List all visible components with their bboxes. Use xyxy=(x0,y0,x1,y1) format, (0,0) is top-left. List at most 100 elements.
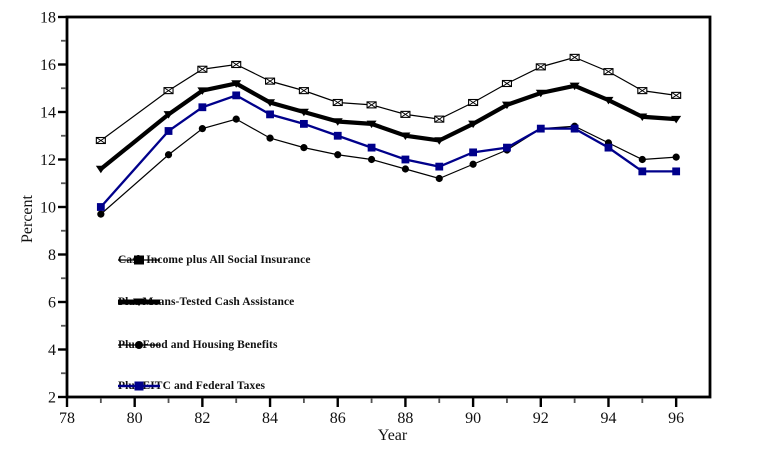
y-tick-label: 18 xyxy=(40,10,56,27)
crossed-rect-marker-x xyxy=(265,77,275,85)
thick-line-marker-icon xyxy=(118,298,160,306)
triangle-marker xyxy=(332,118,343,126)
x-tick-label: 88 xyxy=(397,410,413,427)
crossed-rect-marker-x xyxy=(163,87,174,95)
circle-marker xyxy=(469,160,477,168)
x-tick-label: 90 xyxy=(465,410,481,427)
square-marker xyxy=(672,167,681,176)
blue-square-marker-icon xyxy=(118,381,160,391)
series-line xyxy=(100,118,677,215)
y-tick-label: 2 xyxy=(48,390,56,407)
legend-label: Plus Food and Housing Benefits xyxy=(118,339,278,351)
crossed-rect-marker-x xyxy=(671,91,681,99)
square-marker xyxy=(198,103,207,112)
crossed-rect-marker-x xyxy=(637,87,648,95)
circle-marker xyxy=(638,155,646,164)
crossed-rect-marker-x xyxy=(434,115,445,123)
crossed-rect-marker-x xyxy=(299,87,309,95)
y-tick-label: 10 xyxy=(40,200,56,217)
legend-label: Plus EITC and Federal Taxes xyxy=(118,380,266,392)
legend-item-means-tested: Plus Means-Tested Cash Assistance xyxy=(118,294,294,310)
crossed-rect-marker-x xyxy=(400,110,411,118)
square-marker xyxy=(469,148,478,157)
y-tick-label: 8 xyxy=(48,247,56,264)
y-tick-label: 14 xyxy=(40,105,56,122)
crossed-rect-marker-x xyxy=(536,63,546,71)
triangle-marker xyxy=(535,89,546,98)
triangle-marker xyxy=(298,108,309,117)
x-tick-label: 80 xyxy=(127,410,143,427)
y-tick-label: 6 xyxy=(48,295,56,312)
legend-item-eitc-taxes: Plus EITC and Federal Taxes xyxy=(118,378,265,394)
x-tick-label: 84 xyxy=(262,410,278,427)
triangle-marker xyxy=(265,99,276,107)
legend-label: Cash Income plus All Social Insurance xyxy=(118,254,311,266)
square-marker xyxy=(164,127,173,135)
square-marker xyxy=(638,167,647,176)
triangle-marker xyxy=(603,96,614,105)
square-marker xyxy=(536,124,545,133)
series-line xyxy=(99,94,677,208)
square-marker xyxy=(367,143,376,152)
triangle-marker xyxy=(468,120,479,129)
circle-marker xyxy=(367,155,376,164)
crossed-rect-marker-x xyxy=(603,68,614,76)
x-tick-label: 82 xyxy=(194,410,210,427)
chart-frame xyxy=(65,15,712,399)
x-tick-label: 96 xyxy=(668,410,684,427)
circle-marker xyxy=(232,115,240,123)
circle-marker xyxy=(266,134,274,142)
triangle-marker xyxy=(637,113,648,121)
triangle-marker xyxy=(400,132,411,140)
circle-marker xyxy=(401,165,410,173)
legend-item-cash-income: Cash Income plus All Social Insurance xyxy=(118,252,311,268)
square-marker xyxy=(96,203,105,211)
square-marker xyxy=(299,119,308,128)
crossed-rect-marker-x xyxy=(468,99,478,106)
y-tick-label: 12 xyxy=(40,152,56,169)
square-marker xyxy=(604,143,613,152)
triangle-marker xyxy=(501,101,512,110)
x-tick-label: 94 xyxy=(600,410,616,427)
triangle-marker xyxy=(197,87,208,95)
square-marker xyxy=(401,155,410,164)
x-tick-label: 78 xyxy=(59,410,75,427)
crossed-rect-marker-x xyxy=(366,101,377,109)
y-tick-label: 4 xyxy=(48,342,56,359)
y-tick-label: 16 xyxy=(40,57,56,74)
legend-item-food-housing: Plus Food and Housing Benefits xyxy=(118,337,278,353)
circle-marker-icon xyxy=(118,341,160,349)
crossed-square-marker-icon xyxy=(118,255,160,265)
square-marker xyxy=(333,131,342,140)
crossed-rect-marker-x xyxy=(231,61,241,68)
x-axis-title: Year xyxy=(377,427,408,444)
circle-marker xyxy=(97,210,105,218)
triangle-marker xyxy=(569,82,580,91)
legend-label: Plus Means-Tested Cash Assistance xyxy=(118,296,295,308)
circle-marker xyxy=(164,151,173,159)
circle-marker xyxy=(672,153,680,161)
circle-marker xyxy=(198,125,206,133)
series-line xyxy=(99,81,677,171)
x-tick-label: 92 xyxy=(533,410,549,427)
y-axis-title: Percent xyxy=(19,195,36,243)
triangle-marker xyxy=(366,120,377,129)
triangle-marker xyxy=(95,165,106,174)
square-marker xyxy=(232,91,241,100)
crossed-rect-marker-x xyxy=(502,80,512,87)
x-tick-label: 86 xyxy=(330,410,346,427)
triangle-marker xyxy=(671,115,682,124)
square-marker xyxy=(503,143,511,152)
square-marker xyxy=(266,110,274,119)
triangle-marker xyxy=(434,137,445,145)
square-marker xyxy=(435,162,444,171)
square-marker xyxy=(570,124,579,133)
circle-marker xyxy=(300,144,308,152)
triangle-marker xyxy=(231,80,242,88)
crossed-rect-marker-x xyxy=(96,137,106,144)
crossed-rect-marker-x xyxy=(197,65,208,73)
circle-marker xyxy=(435,174,443,183)
crossed-rect-marker-x xyxy=(332,99,343,106)
